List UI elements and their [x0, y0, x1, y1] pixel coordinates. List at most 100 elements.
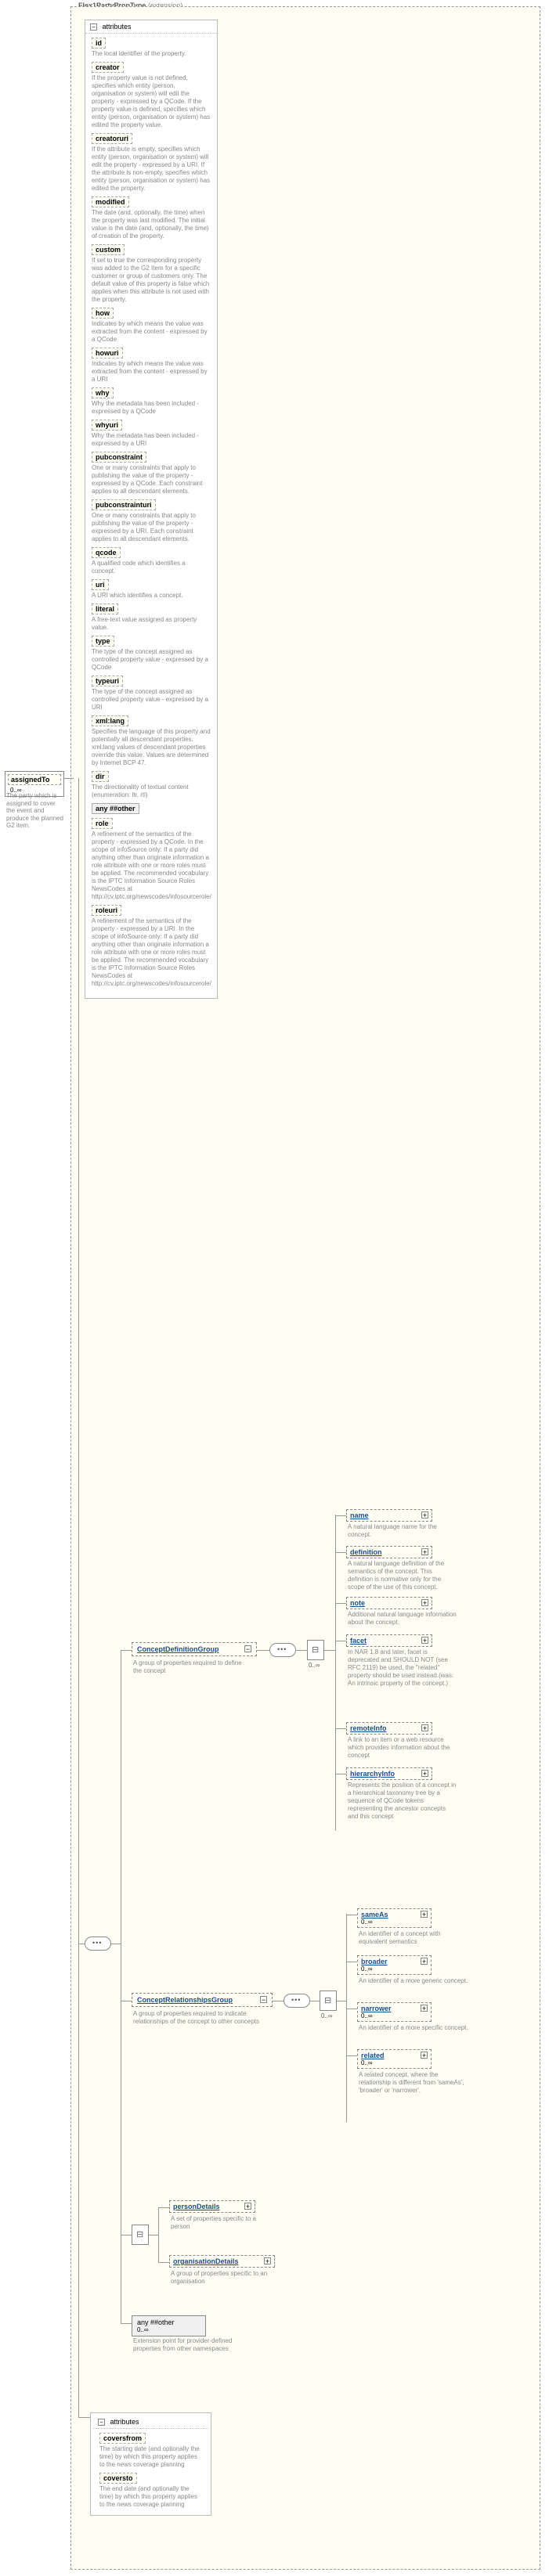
- attribute-desc: Why the metadata has been included - exp…: [92, 400, 211, 416]
- assignedto-label: assignedTo: [8, 774, 61, 785]
- element-label[interactable]: name: [350, 1511, 369, 1519]
- range-label: 0..∞: [321, 2012, 333, 2019]
- element-label[interactable]: remoteInfo: [350, 1724, 387, 1732]
- group-label[interactable]: ConceptRelationshipsGroup: [137, 1996, 233, 2004]
- attribute-name: how: [92, 308, 114, 319]
- def-element: definition +: [346, 1546, 432, 1558]
- attribute-item: roleA refinement of the semantics of the…: [92, 818, 211, 901]
- expand-icon[interactable]: +: [421, 2052, 428, 2059]
- element-label[interactable]: related: [361, 2052, 385, 2059]
- connector: [64, 778, 74, 779]
- element-desc: Represents the position of a concept in …: [348, 1782, 457, 1821]
- attribute-desc: The local identifier of the property.: [92, 50, 211, 58]
- attribute-desc: A free-text value assigned as property v…: [92, 616, 211, 632]
- rel-element: broader + 0..∞: [357, 1955, 432, 1975]
- attribute-item: customIf set to true the corresponding p…: [92, 244, 211, 304]
- connector: [121, 2323, 132, 2324]
- connector: [121, 2235, 132, 2236]
- element-label[interactable]: personDetails: [173, 2203, 220, 2210]
- rel-element: related + 0..∞: [357, 2049, 432, 2069]
- expand-icon[interactable]: +: [264, 2257, 271, 2264]
- attribute-desc: If the property value is not defined, sp…: [92, 74, 211, 129]
- attribute-desc: A URI which identifies a concept.: [92, 592, 211, 600]
- attribute-name: literal: [92, 603, 118, 614]
- any-range: 0..∞: [137, 2326, 200, 2333]
- attribute-desc: If the attribute is empty, specifies whi…: [92, 146, 211, 193]
- group-label[interactable]: ConceptDefinitionGroup: [137, 1645, 219, 1653]
- attribute-name: modified: [92, 196, 129, 207]
- element-label[interactable]: organisationDetails: [173, 2257, 239, 2265]
- sequence-indicator: [284, 1994, 310, 2008]
- expand-icon[interactable]: +: [421, 1770, 428, 1777]
- range-label: 0..∞: [309, 1662, 320, 1669]
- connector: [335, 1603, 346, 1604]
- group-desc: A group of properties required to indica…: [133, 2010, 266, 2026]
- element-desc: A natural language name for the concept.: [348, 1523, 457, 1539]
- expand-icon[interactable]: +: [244, 2203, 251, 2210]
- rel-element: narrower + 0..∞: [357, 2002, 432, 2022]
- element-label[interactable]: facet: [350, 1637, 367, 1645]
- attribute-desc: The type of the concept assigned as cont…: [92, 688, 211, 712]
- connector: [346, 2055, 357, 2056]
- connector: [121, 1650, 132, 1651]
- attributes-header: − attributes: [85, 20, 217, 34]
- element-label[interactable]: definition: [350, 1548, 382, 1556]
- element-label[interactable]: narrower: [361, 2005, 392, 2012]
- expand-icon[interactable]: +: [421, 1637, 428, 1644]
- concept-relationships-group: ConceptRelationshipsGroup −: [132, 1993, 273, 2007]
- attributes-header-label: attributes: [110, 2418, 139, 2426]
- attribute-desc: A qualified code which identifies a conc…: [92, 560, 211, 575]
- expand-icon[interactable]: +: [421, 1958, 428, 1965]
- element-desc: A group of properties specific to an org…: [171, 2270, 273, 2286]
- attribute-item: creatoruriIf the attribute is empty, spe…: [92, 133, 211, 193]
- diagram-root: Flex1PartyPropType (extension) assignedT…: [0, 0, 549, 16]
- element-label[interactable]: hierarchyInfo: [350, 1770, 395, 1778]
- assignedto-desc: The party which is assigned to cover the…: [6, 792, 64, 830]
- attribute-name: howuri: [92, 348, 123, 358]
- attribute-item: coversfrom The starting date (and option…: [99, 2433, 202, 2469]
- attribute-name: pubconstraint: [92, 452, 146, 463]
- attribute-name: coversto: [99, 2473, 137, 2484]
- expand-icon[interactable]: +: [421, 1599, 428, 1606]
- bottom-attributes-container: − attributes coversfrom The starting dat…: [90, 2412, 211, 2516]
- attribute-name: xml:lang: [92, 715, 128, 726]
- expand-icon[interactable]: +: [421, 1511, 428, 1519]
- sequence-indicator: [85, 1937, 111, 1951]
- element-label[interactable]: note: [350, 1599, 365, 1607]
- def-element: note +: [346, 1597, 432, 1609]
- element-label[interactable]: broader: [361, 1958, 388, 1965]
- attribute-name: custom: [92, 244, 125, 255]
- connector: [335, 1552, 346, 1553]
- attribute-item: creatorIf the property value is not defi…: [92, 62, 211, 129]
- element-desc: A link to an item or a web resource whic…: [348, 1736, 457, 1760]
- collapse-icon[interactable]: −: [90, 23, 97, 31]
- attribute-desc: One or many constraints that apply to pu…: [92, 512, 211, 543]
- expand-icon[interactable]: +: [421, 1548, 428, 1555]
- rel-element: sameAs + 0..∞: [357, 1908, 432, 1928]
- element-desc: In NAR 1.8 and later, facet is deprecate…: [348, 1648, 457, 1688]
- attribute-name: any ##other: [92, 803, 139, 814]
- attribute-item: whyWhy the metadata has been included - …: [92, 387, 211, 416]
- group-desc: A group of properties required to define…: [133, 1659, 251, 1675]
- connector: [158, 2207, 169, 2208]
- concept-definition-group: ConceptDefinitionGroup −: [132, 1642, 257, 1656]
- expand-icon[interactable]: +: [421, 1724, 428, 1731]
- collapse-icon[interactable]: −: [98, 2419, 105, 2426]
- element-desc: Additional natural language information …: [348, 1611, 457, 1627]
- attribute-item: xml:langSpecifies the language of this p…: [92, 715, 211, 767]
- attribute-item: coversto The end date (and optionally th…: [99, 2473, 202, 2509]
- def-element: hierarchyInfo +: [346, 1767, 432, 1780]
- element-desc: An identifier of a more specific concept…: [359, 2024, 468, 2032]
- attribute-desc: Why the metadata has been included - exp…: [92, 432, 211, 448]
- attribute-name: pubconstrainturi: [92, 499, 156, 510]
- element-desc: An identifier of a more generic concept.: [359, 1977, 468, 1985]
- element-label[interactable]: sameAs: [361, 1911, 388, 1918]
- attribute-desc: The directionality of textual content (e…: [92, 784, 211, 799]
- attribute-name: dir: [92, 771, 109, 782]
- expand-icon[interactable]: +: [421, 2005, 428, 2012]
- element-desc: A natural language definition of the sem…: [348, 1560, 457, 1591]
- attribute-item: pubconstrainturi One or many constraints …: [92, 499, 211, 543]
- attribute-name: whyuri: [92, 420, 122, 431]
- expand-icon[interactable]: +: [421, 1911, 428, 1918]
- any-desc: Extension point for provider-defined pro…: [133, 2337, 235, 2353]
